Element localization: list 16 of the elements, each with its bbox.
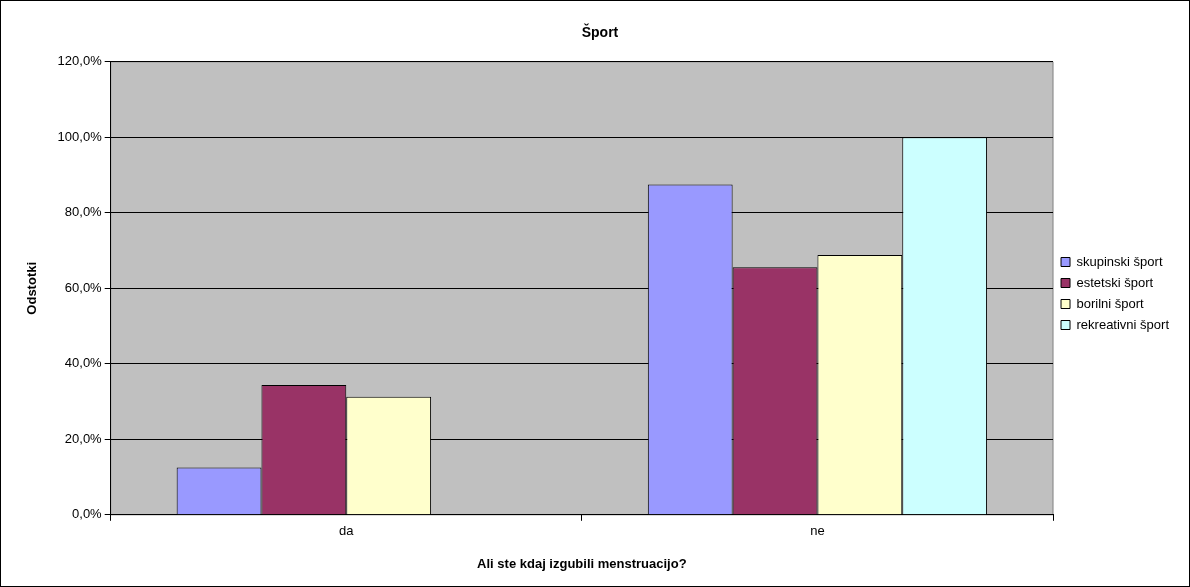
y-tick-label: 40,0% — [64, 355, 103, 371]
y-tick-label: 60,0% — [64, 279, 103, 295]
x-axis-title: Ali ste kdaj izgubili menstruacijo? — [477, 555, 687, 571]
legend-label: rekreativni šport — [1076, 316, 1170, 332]
legend-label: borilni šport — [1076, 295, 1145, 311]
y-tick-label: 0,0% — [72, 506, 103, 522]
y-tick-label: 120,0% — [57, 53, 103, 69]
y-tick-label: 20,0% — [64, 430, 103, 446]
y-tick-label: 100,0% — [57, 128, 103, 144]
x-tick-label: da — [339, 523, 355, 539]
y-axis-title: Odstotki — [24, 261, 40, 315]
chart-title: Šport — [581, 23, 619, 41]
legend-label: skupinski šport — [1076, 253, 1163, 269]
legend-label: estetski šport — [1076, 274, 1154, 290]
y-tick-label: 80,0% — [64, 204, 103, 220]
x-tick-label: ne — [810, 523, 825, 539]
